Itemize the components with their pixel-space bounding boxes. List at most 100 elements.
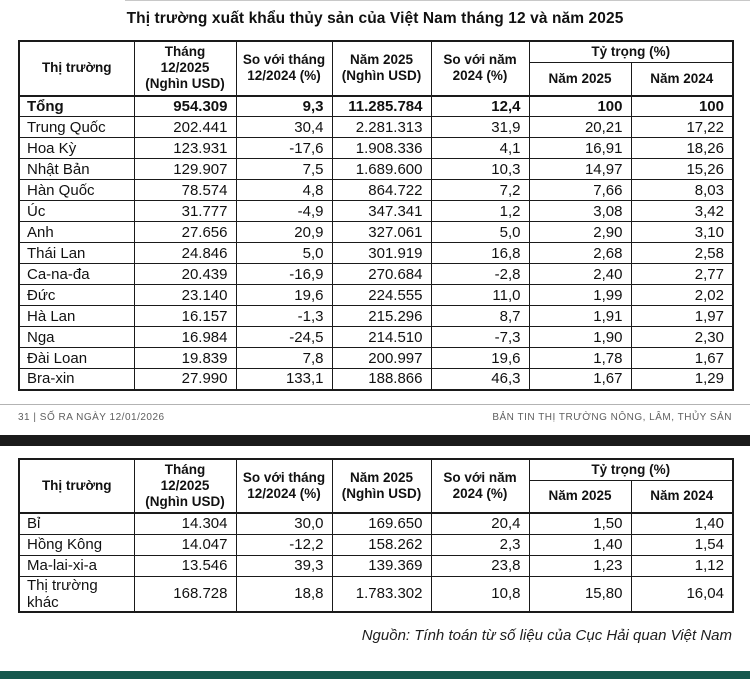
- col-header-month-value: Tháng 12/2025 (Nghìn USD): [133, 458, 237, 514]
- table-row: Nga 16.984 -24,5 214.510 -7,3 1,90 2,30: [18, 326, 734, 348]
- cell-vs-month: -1,3: [235, 305, 333, 327]
- cell-vs-month: 18,8: [235, 575, 333, 612]
- footer-bulletin-name: BẢN TIN THỊ TRƯỜNG NÔNG, LÂM, THỦY SẢN: [492, 411, 732, 423]
- table1-body: Tổng 954.309 9,3 11.285.784 12,4 100 100 Trung …: [18, 95, 734, 390]
- cell-year: 270.684: [331, 263, 432, 285]
- cell-month: 27.656: [133, 221, 237, 243]
- cell-share-2024: 8,03: [630, 179, 734, 201]
- cell-year: 139.369: [331, 554, 432, 577]
- cell-vs-year: 10,8: [430, 575, 530, 612]
- cell-vs-year: 31,9: [430, 116, 530, 138]
- table-header: Thị trường Tháng 12/2025 (Nghìn USD) So …: [18, 458, 734, 514]
- cell-market: Ma-lai-xi-a: [18, 554, 135, 577]
- col-header-share-group: Tỷ trọng (%): [528, 40, 734, 63]
- cell-year: 1.689.600: [331, 158, 432, 180]
- cell-year: 200.997: [331, 347, 432, 369]
- cell-share-2025: 100: [528, 95, 632, 117]
- cell-month: 14.304: [133, 512, 237, 535]
- table-row: Hoa Kỳ 123.931 -17,6 1.908.336 4,1 16,91 18,26: [18, 137, 734, 159]
- cell-share-2024: 3,10: [630, 221, 734, 243]
- seafood-export-table-continued: Thị trường Tháng 12/2025 (Nghìn USD) So …: [18, 457, 734, 613]
- cell-share-2025: 1,40: [528, 533, 632, 556]
- cell-vs-month: -4,9: [235, 200, 333, 222]
- cell-share-2025: 1,67: [528, 368, 632, 390]
- page-separator-bar: [0, 434, 750, 446]
- cell-share-2025: 1,23: [528, 554, 632, 577]
- cell-vs-year: 10,3: [430, 158, 530, 180]
- cell-vs-year: 7,2: [430, 179, 530, 201]
- cell-month: 123.931: [133, 137, 237, 159]
- cell-share-2025: 16,91: [528, 137, 632, 159]
- table-row: Bra-xin 27.990 133,1 188.866 46,3 1,67 1,29: [18, 368, 734, 390]
- cell-month: 31.777: [133, 200, 237, 222]
- cell-vs-month: 9,3: [235, 95, 333, 117]
- col-header-market: Thị trường: [18, 40, 135, 96]
- cell-share-2025: 1,99: [528, 284, 632, 306]
- cell-share-2025: 14,97: [528, 158, 632, 180]
- cell-share-2024: 1,67: [630, 347, 734, 369]
- col-header-vs-month: So với tháng 12/2024 (%): [235, 40, 333, 96]
- cell-year: 301.919: [331, 242, 432, 264]
- cell-year: 347.341: [331, 200, 432, 222]
- cell-year: 11.285.784: [331, 95, 432, 117]
- cell-vs-year: 12,4: [430, 95, 530, 117]
- footer-issue-info: 31 | SỐ RA NGÀY 12/01/2026: [18, 411, 165, 423]
- cell-market: Úc: [18, 200, 135, 222]
- cell-year: 188.866: [331, 368, 432, 390]
- col-header-month-value: Tháng 12/2025 (Nghìn USD): [133, 40, 237, 96]
- table-header: Thị trường Tháng 12/2025 (Nghìn USD) So …: [18, 40, 734, 96]
- cell-share-2024: 18,26: [630, 137, 734, 159]
- cell-vs-year: 19,6: [430, 347, 530, 369]
- cell-vs-year: 5,0: [430, 221, 530, 243]
- table-row: Hồng Kông 14.047 -12,2 158.262 2,3 1,40 1,54: [18, 533, 734, 556]
- cell-share-2024: 15,26: [630, 158, 734, 180]
- cell-vs-year: -7,3: [430, 326, 530, 348]
- col-header-market: Thị trường: [18, 458, 135, 514]
- cell-year: 158.262: [331, 533, 432, 556]
- cell-month: 16.984: [133, 326, 237, 348]
- table-row: Bỉ 14.304 30,0 169.650 20,4 1,50 1,40: [18, 512, 734, 535]
- col-header-share-2024: Năm 2024: [630, 479, 734, 514]
- cell-year: 1.783.302: [331, 575, 432, 612]
- cell-market: Ca-na-đa: [18, 263, 135, 285]
- cell-month: 23.140: [133, 284, 237, 306]
- table-row: Ma-lai-xi-a 13.546 39,3 139.369 23,8 1,23 1,12: [18, 554, 734, 577]
- cell-vs-year: 23,8: [430, 554, 530, 577]
- cell-vs-month: 20,9: [235, 221, 333, 243]
- cell-market: Nga: [18, 326, 135, 348]
- top-rule: [125, 0, 750, 1]
- cell-share-2024: 3,42: [630, 200, 734, 222]
- cell-share-2025: 1,90: [528, 326, 632, 348]
- cell-share-2024: 1,97: [630, 305, 734, 327]
- cell-share-2024: 2,02: [630, 284, 734, 306]
- table-row: Úc 31.777 -4,9 347.341 1,2 3,08 3,42: [18, 200, 734, 222]
- cell-market: Đài Loan: [18, 347, 135, 369]
- cell-share-2024: 2,30: [630, 326, 734, 348]
- cell-share-2025: 2,68: [528, 242, 632, 264]
- cell-vs-month: -24,5: [235, 326, 333, 348]
- table-row: Trung Quốc 202.441 30,4 2.281.313 31,9 20,21 1…: [18, 116, 734, 138]
- table-row: Đức 23.140 19,6 224.555 11,0 1,99 2,02: [18, 284, 734, 306]
- cell-market: Hà Lan: [18, 305, 135, 327]
- cell-share-2025: 1,78: [528, 347, 632, 369]
- cell-year: 215.296: [331, 305, 432, 327]
- cell-month: 20.439: [133, 263, 237, 285]
- cell-market: Bra-xin: [18, 368, 135, 390]
- cell-vs-year: 16,8: [430, 242, 530, 264]
- cell-vs-year: 46,3: [430, 368, 530, 390]
- cell-vs-year: -2,8: [430, 263, 530, 285]
- cell-year: 1.908.336: [331, 137, 432, 159]
- col-header-vs-year: So với năm 2024 (%): [430, 40, 530, 96]
- cell-month: 78.574: [133, 179, 237, 201]
- cell-vs-year: 2,3: [430, 533, 530, 556]
- cell-vs-month: 7,8: [235, 347, 333, 369]
- cell-share-2024: 2,58: [630, 242, 734, 264]
- cell-vs-month: 5,0: [235, 242, 333, 264]
- cell-share-2025: 3,08: [528, 200, 632, 222]
- col-header-share-group: Tỷ trọng (%): [528, 458, 734, 481]
- cell-vs-month: 30,0: [235, 512, 333, 535]
- table-row: Hà Lan 16.157 -1,3 215.296 8,7 1,91 1,97: [18, 305, 734, 327]
- cell-month: 14.047: [133, 533, 237, 556]
- cell-vs-month: -16,9: [235, 263, 333, 285]
